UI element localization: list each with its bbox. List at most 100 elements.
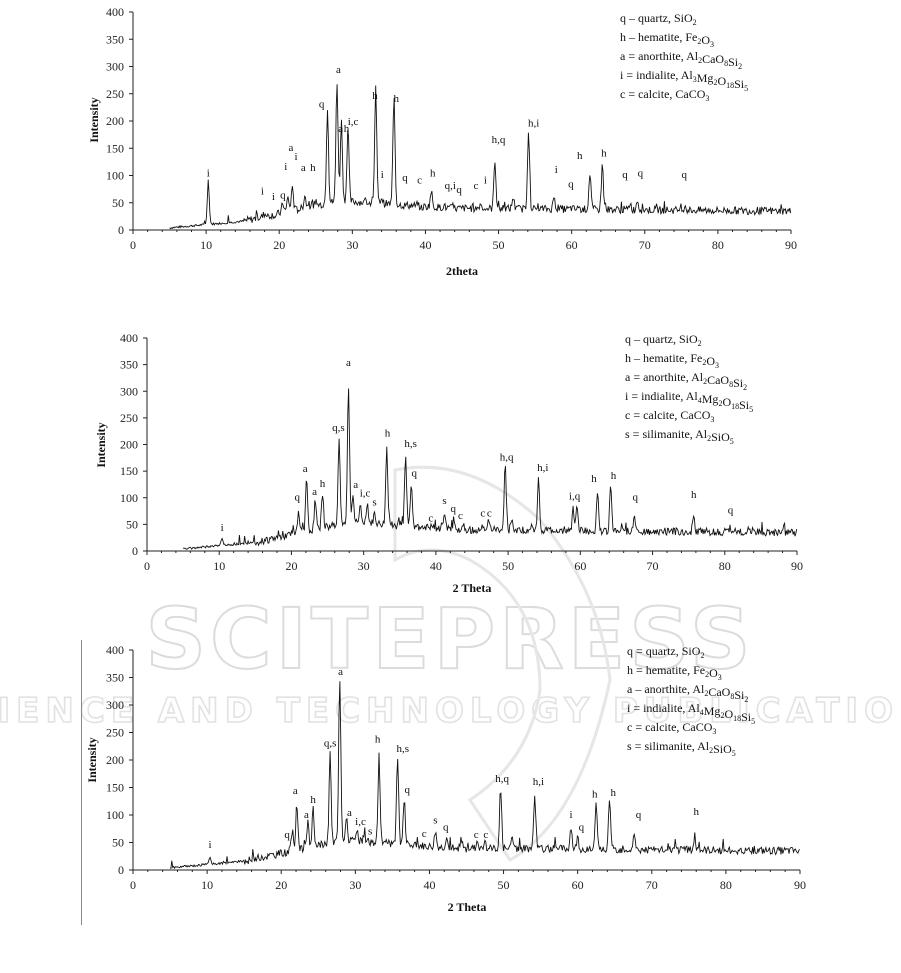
peak-label: q	[682, 169, 688, 181]
legend-entry: q = quartz, SiO2	[627, 644, 704, 660]
x-tick-label: 80	[720, 878, 732, 892]
y-tick-label: 250	[106, 726, 124, 740]
x-tick-label: 70	[646, 878, 658, 892]
y-tick-label: 50	[126, 517, 138, 531]
peak-label: h,i	[533, 776, 544, 788]
left-rule	[81, 640, 82, 925]
peak-label: i,c	[360, 488, 371, 500]
peak-label: h	[430, 168, 436, 180]
chart-2-ylabel: Intensity	[94, 422, 108, 467]
y-tick-label: 400	[106, 643, 124, 657]
peak-label: a	[304, 809, 309, 821]
x-tick-label: 80	[719, 559, 731, 573]
peak-label: i,c	[348, 116, 359, 128]
x-tick-label: 40	[423, 878, 435, 892]
peak-label: q	[411, 467, 417, 479]
y-tick-label: 100	[106, 808, 124, 822]
x-tick-label: 30	[346, 238, 358, 252]
peak-label: q,s	[332, 422, 345, 434]
legend-entry: h – hematite, Fe2O3	[620, 30, 714, 49]
diffraction-trace	[169, 84, 792, 230]
x-tick-label: 90	[791, 559, 803, 573]
peak-label: s	[442, 495, 446, 507]
peak-label: q	[280, 189, 286, 201]
x-tick-label: 30	[349, 878, 361, 892]
y-tick-label: 50	[112, 836, 124, 850]
peak-label: c	[480, 507, 485, 519]
peak-label: h	[375, 733, 381, 745]
peak-label: a	[338, 666, 343, 678]
x-tick-label: 20	[285, 559, 297, 573]
y-tick-label: 150	[106, 781, 124, 795]
x-tick-label: 50	[498, 878, 510, 892]
peak-label: c	[473, 180, 478, 192]
xrd-chart-1: Intensity 2theta 05010015020025030035040…	[87, 5, 797, 278]
y-tick-label: 100	[106, 169, 124, 183]
peak-label: q	[294, 491, 300, 503]
peak-label: q	[402, 172, 408, 184]
legend-entry: a – anorthite, Al2CaO8Si2	[627, 682, 748, 704]
y-tick-label: 50	[112, 196, 124, 210]
peak-label: s	[372, 497, 376, 509]
peak-label: h	[693, 806, 699, 818]
peak-label: a	[303, 463, 308, 475]
peak-label: q,s	[324, 737, 337, 749]
diffraction-trace	[182, 388, 798, 551]
chart-1-ylabel: Intensity	[87, 97, 101, 142]
y-tick-label: 300	[106, 698, 124, 712]
y-tick-label: 0	[118, 863, 124, 877]
y-tick-label: 400	[120, 331, 138, 345]
x-tick-label: 70	[639, 238, 651, 252]
legend-entry: h – hematite, Fe2O3	[625, 351, 719, 370]
peak-label: h	[691, 489, 697, 501]
y-tick-label: 150	[106, 141, 124, 155]
x-tick-label: 20	[273, 238, 285, 252]
peak-label: s	[368, 825, 372, 837]
peak-label: a	[293, 785, 298, 797]
peak-label: h	[310, 162, 316, 174]
legend-entry: a = anorthite, Al2CaO8Si2	[625, 370, 747, 392]
chart-3-ylabel: Intensity	[85, 737, 99, 782]
x-tick-label: 60	[566, 238, 578, 252]
peak-label: q	[638, 168, 644, 180]
peak-label: q	[443, 821, 449, 833]
legend-entry: q – quartz, SiO2	[620, 11, 697, 27]
x-tick-label: 40	[419, 238, 431, 252]
peak-label: c	[428, 513, 433, 525]
peak-label: h,q	[492, 134, 506, 146]
y-tick-label: 400	[106, 5, 124, 19]
peak-label: a	[288, 142, 293, 154]
peak-label: q	[579, 821, 585, 833]
chart-2-plot: 0 50 100 150 200 250 300 350 400 0 10 20 30 40 50 60 70 8…	[120, 331, 803, 573]
peak-label: i	[261, 186, 264, 198]
peak-label: h,q	[500, 451, 514, 463]
xrd-chart-3: Intensity 2 Theta 0501001502002503003504…	[85, 643, 806, 914]
peak-label: h	[393, 93, 399, 105]
y-tick-label: 0	[118, 223, 124, 237]
watermark-title: SCITEPRESS	[146, 590, 755, 688]
x-tick-label: 0	[130, 238, 136, 252]
peak-label: h	[577, 150, 583, 162]
peak-label: i	[484, 175, 487, 187]
peak-label: h	[610, 787, 616, 799]
x-tick-label: 80	[712, 238, 724, 252]
peak-label: i,c	[355, 816, 366, 828]
y-tick-label: 350	[106, 671, 124, 685]
x-tick-label: 0	[144, 559, 150, 573]
x-tick-label: 10	[201, 878, 213, 892]
x-tick-label: 20	[275, 878, 287, 892]
peak-label: q	[636, 809, 642, 821]
peak-label: c	[417, 175, 422, 187]
peak-label: h	[310, 794, 316, 806]
peak-label: h,s	[404, 438, 417, 450]
peak-label: i	[381, 169, 384, 181]
y-tick-label: 250	[120, 411, 138, 425]
peak-label: s	[433, 814, 437, 826]
legend-entry: i = indialite, Al3Mg2O18Si5	[620, 68, 748, 93]
peak-label: a	[347, 807, 352, 819]
x-tick-label: 30	[358, 559, 370, 573]
peak-label: i	[555, 164, 558, 176]
peak-label: i	[207, 168, 210, 180]
peak-label: q	[284, 829, 290, 841]
